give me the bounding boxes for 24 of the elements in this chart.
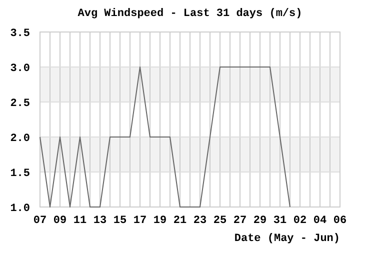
x-tick-label: 31 [273,215,287,227]
chart-title: Avg Windspeed - Last 31 days (m/s) [78,8,302,20]
y-tick-label: 2.0 [10,133,30,145]
x-tick-label: 21 [173,215,187,227]
y-tick-label: 3.5 [10,28,30,40]
x-tick-label: 29 [253,215,267,227]
y-tick-label: 1.5 [10,168,30,180]
x-tick-label: 13 [93,215,107,227]
x-tick-label: 19 [153,215,167,227]
x-tick-label: 02 [293,215,307,227]
x-tick-label: 27 [233,215,247,227]
x-tick-label: 04 [313,215,327,227]
x-tick-label: 11 [73,215,87,227]
x-tick-label: 15 [113,215,127,227]
x-axis-title: Date (May - Jun) [234,233,340,245]
y-tick-label: 2.5 [10,98,30,110]
x-tick-label: 06 [333,215,347,227]
x-tick-label: 23 [193,215,207,227]
y-tick-label: 3.0 [10,63,30,75]
x-tick-label: 25 [213,215,227,227]
x-tick-label: 07 [33,215,47,227]
x-tick-label: 09 [53,215,67,227]
x-tick-label: 17 [133,215,147,227]
y-tick-label: 1.0 [10,203,30,215]
